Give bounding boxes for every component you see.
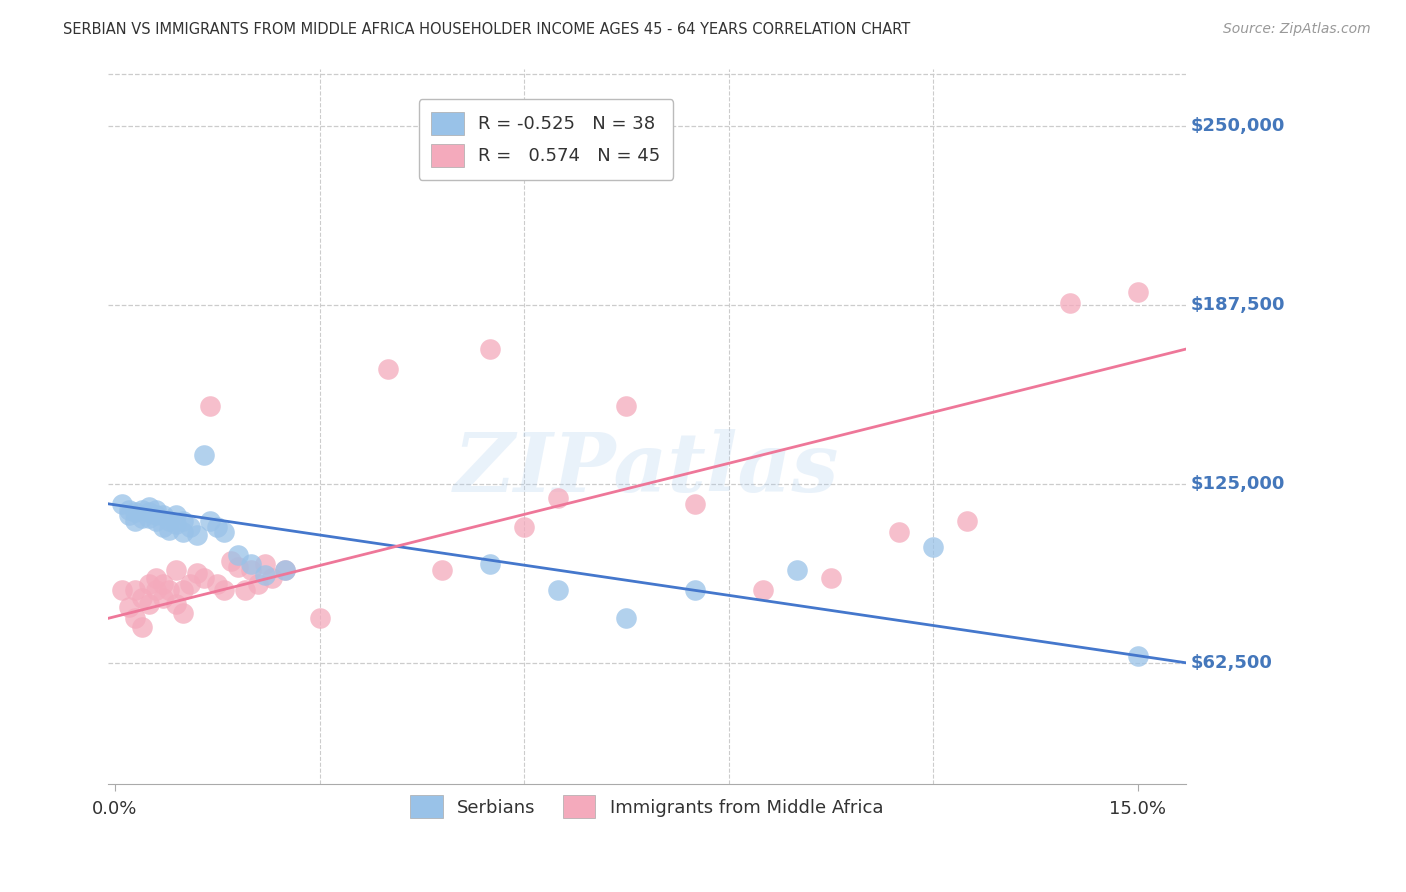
Point — [253, 557, 276, 571]
Point — [1126, 648, 1149, 663]
Point — [159, 582, 181, 597]
Text: $187,500: $187,500 — [1191, 296, 1285, 314]
Point — [1126, 285, 1149, 299]
Point — [152, 519, 174, 533]
Point — [124, 514, 146, 528]
Point — [165, 508, 187, 523]
Point — [200, 514, 222, 528]
Point — [260, 571, 283, 585]
Point — [172, 606, 194, 620]
Point — [240, 557, 263, 571]
Point — [274, 563, 297, 577]
Point — [786, 563, 808, 577]
Point — [165, 563, 187, 577]
Point — [226, 559, 249, 574]
Point — [179, 577, 201, 591]
Point — [152, 591, 174, 606]
Text: Source: ZipAtlas.com: Source: ZipAtlas.com — [1223, 22, 1371, 37]
Text: $62,500: $62,500 — [1191, 654, 1272, 672]
Point — [308, 611, 330, 625]
Point — [138, 505, 160, 519]
Point — [616, 400, 638, 414]
Point — [145, 502, 167, 516]
Point — [207, 577, 229, 591]
Legend: Serbians, Immigrants from Middle Africa: Serbians, Immigrants from Middle Africa — [404, 788, 890, 825]
Point — [131, 620, 153, 634]
Text: $125,000: $125,000 — [1191, 475, 1285, 492]
Point — [145, 508, 167, 523]
Point — [138, 597, 160, 611]
Point — [111, 582, 134, 597]
Point — [226, 549, 249, 563]
Point — [117, 599, 139, 614]
Point — [212, 525, 235, 540]
Point — [547, 491, 569, 505]
Point — [172, 514, 194, 528]
Point — [186, 566, 208, 580]
Point — [152, 508, 174, 523]
Point — [124, 582, 146, 597]
Point — [820, 571, 842, 585]
Point — [124, 505, 146, 519]
Point — [124, 611, 146, 625]
Point — [131, 511, 153, 525]
Point — [922, 540, 945, 554]
Point — [117, 508, 139, 523]
Text: ZIPatlas: ZIPatlas — [454, 429, 839, 509]
Point — [377, 362, 399, 376]
Point — [616, 611, 638, 625]
Point — [513, 519, 536, 533]
Point — [956, 514, 979, 528]
Point — [186, 528, 208, 542]
Text: SERBIAN VS IMMIGRANTS FROM MIDDLE AFRICA HOUSEHOLDER INCOME AGES 45 - 64 YEARS C: SERBIAN VS IMMIGRANTS FROM MIDDLE AFRICA… — [63, 22, 911, 37]
Point — [159, 523, 181, 537]
Point — [683, 582, 706, 597]
Point — [179, 519, 201, 533]
Point — [479, 342, 502, 356]
Point — [145, 571, 167, 585]
Point — [111, 497, 134, 511]
Point — [152, 577, 174, 591]
Point — [889, 525, 911, 540]
Point — [274, 563, 297, 577]
Point — [219, 554, 242, 568]
Point — [117, 502, 139, 516]
Point — [233, 582, 256, 597]
Point — [240, 563, 263, 577]
Point — [138, 500, 160, 514]
Point — [165, 597, 187, 611]
Text: $250,000: $250,000 — [1191, 117, 1285, 135]
Point — [752, 582, 775, 597]
Point — [253, 568, 276, 582]
Point — [145, 582, 167, 597]
Point — [432, 563, 454, 577]
Point — [131, 591, 153, 606]
Point — [200, 400, 222, 414]
Point — [145, 514, 167, 528]
Point — [193, 571, 215, 585]
Point — [159, 514, 181, 528]
Point — [172, 582, 194, 597]
Point — [479, 557, 502, 571]
Point — [131, 502, 153, 516]
Point — [138, 577, 160, 591]
Point — [138, 511, 160, 525]
Point — [193, 448, 215, 462]
Point — [1059, 296, 1081, 310]
Point — [172, 525, 194, 540]
Point — [207, 519, 229, 533]
Point — [683, 497, 706, 511]
Point — [212, 582, 235, 597]
Point — [547, 582, 569, 597]
Point — [247, 577, 270, 591]
Point — [165, 516, 187, 531]
